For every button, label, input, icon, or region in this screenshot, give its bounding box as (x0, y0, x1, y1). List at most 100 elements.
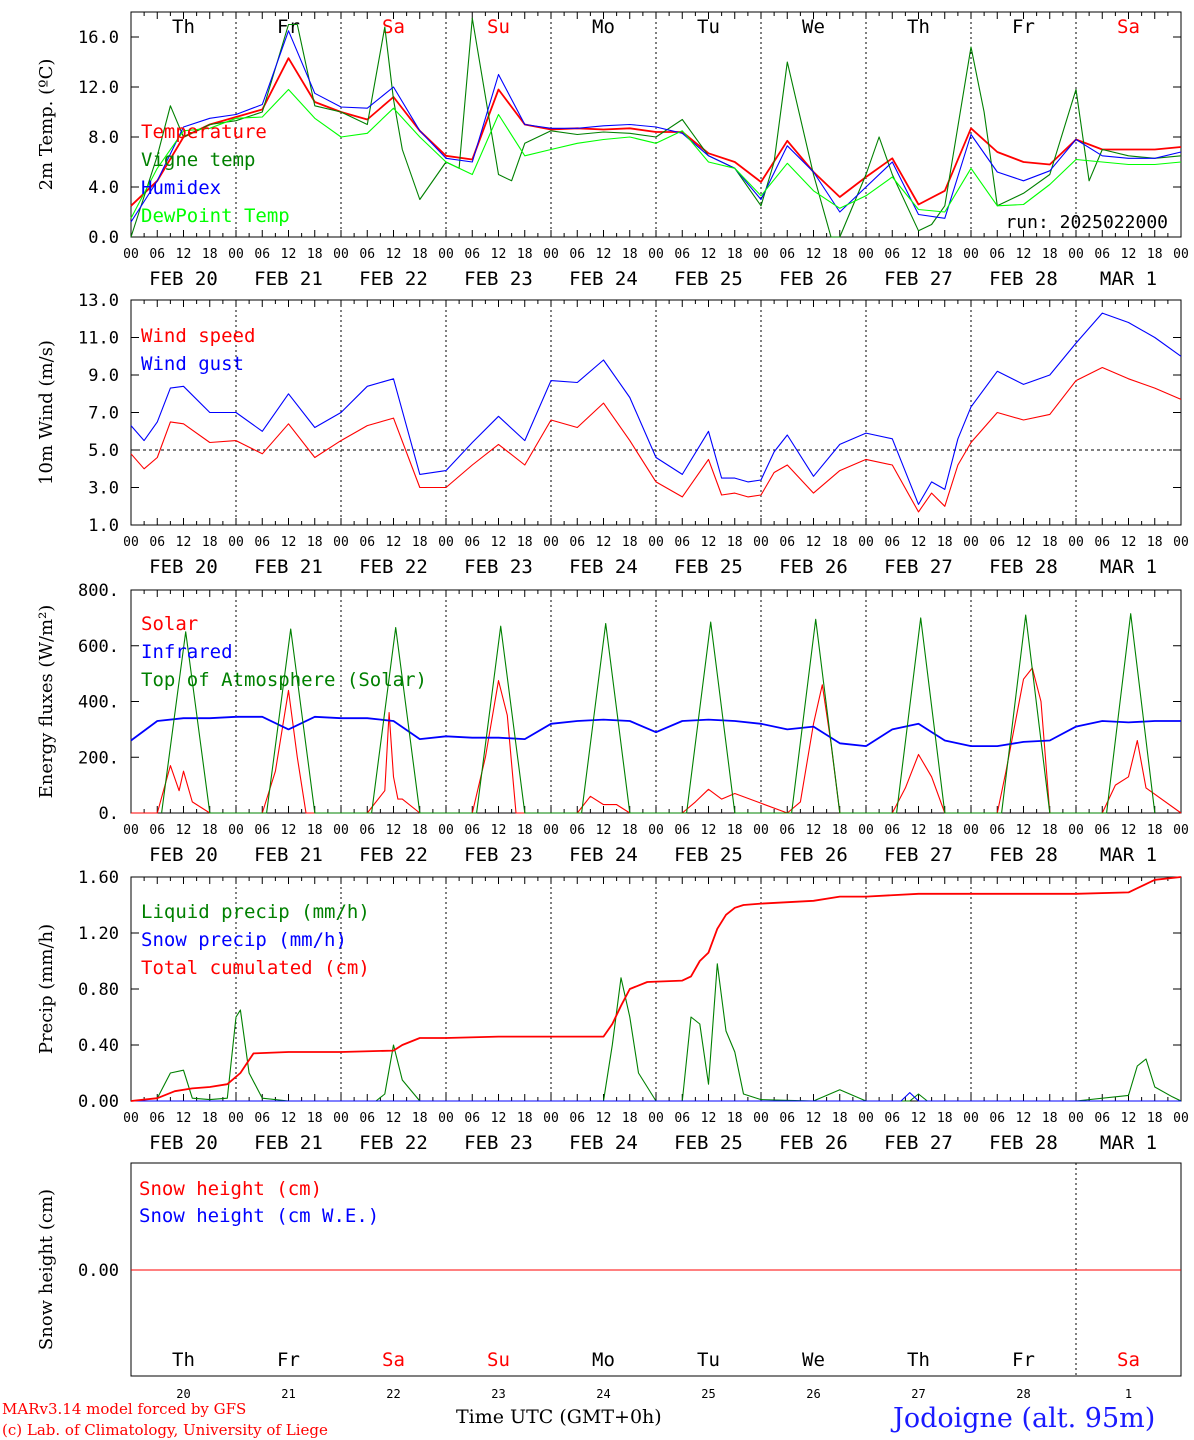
x-date-label: FEB 23 (464, 268, 533, 290)
x-hour-label: 12 (596, 1111, 612, 1126)
y-axis-label: Energy fluxes (W/m²) (36, 605, 57, 799)
x-hour-label: 06 (779, 823, 795, 838)
y-tick-label: 1.20 (78, 924, 119, 944)
x-hour-label: 12 (176, 1111, 192, 1126)
x-hour-label: 00 (753, 823, 769, 838)
y-tick-label: 200. (78, 748, 119, 768)
x-hour-label: 12 (176, 823, 192, 838)
series-line-solar (131, 667, 1182, 814)
x-hour-label: 12 (1016, 1111, 1032, 1126)
series-line-top-of-atmosphere-solar- (161, 613, 1156, 814)
x-date-label: FEB 20 (149, 268, 218, 290)
y-tick-label: 5.0 (88, 441, 119, 461)
x-hour-label: 06 (254, 247, 270, 262)
x-hour-label: 18 (307, 1111, 323, 1126)
x-hour-label: 12 (806, 247, 822, 262)
weekday-label: Th (907, 16, 930, 38)
weekday-label: Th (907, 1349, 930, 1371)
x-hour-label: 06 (254, 1111, 270, 1126)
x-date-label: FEB 25 (674, 556, 743, 578)
x-hour-label: 06 (359, 535, 375, 550)
weekday-label: Mo (592, 16, 615, 38)
x-date-label: FEB 22 (359, 844, 428, 866)
x-hour-label: 12 (491, 823, 507, 838)
x-hour-label: 00 (858, 535, 874, 550)
x-hour-label: 12 (1121, 1111, 1137, 1126)
x-hour-label: 18 (202, 1111, 218, 1126)
x-hour-label: 00 (228, 1111, 244, 1126)
x-hour-label: 00 (228, 535, 244, 550)
weekday-label: Fr (1012, 1349, 1035, 1371)
x-hour-label: 12 (386, 247, 402, 262)
x-date-label: FEB 23 (464, 556, 533, 578)
x-date-label: FEB 28 (989, 844, 1058, 866)
x-hour-label: 06 (464, 247, 480, 262)
weekday-label: Th (172, 1349, 195, 1371)
x-hour-label: 06 (359, 1111, 375, 1126)
x-hour-label: 00 (963, 823, 979, 838)
x-hour-label: 18 (1147, 247, 1163, 262)
weekday-label: Sa (382, 16, 405, 38)
x-date-label: FEB 22 (359, 268, 428, 290)
y-tick-label: 13.0 (78, 291, 119, 311)
x-hour-label: 12 (281, 1111, 297, 1126)
lab-credit: (c) Lab. of Climatology, University of L… (2, 1421, 328, 1439)
x-hour-label: 00 (228, 247, 244, 262)
legend-entry: Humidex (141, 177, 221, 199)
legend-entry: Vigne temp (141, 149, 255, 171)
x-hour-label: 00 (858, 1111, 874, 1126)
x-date-label: FEB 26 (779, 268, 848, 290)
x-hour-label: 12 (281, 535, 297, 550)
x-hour-label: 00 (333, 823, 349, 838)
x-date-label: FEB 22 (359, 1132, 428, 1154)
legend-entry: Total cumulated (cm) (141, 957, 370, 979)
weekday-label: Tu (697, 1349, 720, 1371)
x-date-label: FEB 21 (254, 1132, 323, 1154)
x-hour-label: 12 (806, 535, 822, 550)
x-hour-label: 00 (648, 535, 664, 550)
x-hour-label: 06 (884, 535, 900, 550)
x-hour-label: 00 (648, 247, 664, 262)
x-hour-label: 18 (412, 1111, 428, 1126)
x-hour-label: 00 (123, 823, 139, 838)
legend-entry: DewPoint Temp (141, 205, 290, 227)
y-tick-label: 600. (78, 637, 119, 657)
y-tick-label: 8.0 (88, 128, 119, 148)
x-hour-label: 18 (1042, 247, 1058, 262)
y-tick-label: 11.0 (78, 329, 119, 349)
x-hour-label: 18 (307, 823, 323, 838)
weekday-label: We (802, 1349, 825, 1371)
x-date-label: FEB 27 (884, 1132, 953, 1154)
x-hour-label: 00 (1173, 1111, 1189, 1126)
x-hour-label: 18 (727, 535, 743, 550)
x-hour-label: 06 (1094, 1111, 1110, 1126)
x-date-label: FEB 25 (674, 844, 743, 866)
x-date-label: FEB 25 (674, 1132, 743, 1154)
legend-entry: Liquid precip (mm/h) (141, 901, 370, 923)
x-date-label: MAR 1 (1100, 844, 1157, 866)
x-date-label: FEB 28 (989, 1132, 1058, 1154)
y-tick-label: 800. (78, 581, 119, 601)
x-hour-label: 12 (1121, 247, 1137, 262)
weekday-label: Fr (277, 1349, 300, 1371)
day-number-label: 22 (386, 1387, 400, 1401)
x-hour-label: 18 (937, 247, 953, 262)
x-hour-label: 06 (254, 823, 270, 838)
y-tick-label: 0.40 (78, 1036, 119, 1056)
x-hour-label: 06 (359, 823, 375, 838)
x-date-label: MAR 1 (1100, 268, 1157, 290)
x-hour-label: 18 (1147, 1111, 1163, 1126)
x-hour-label: 12 (1016, 535, 1032, 550)
x-hour-label: 06 (569, 823, 585, 838)
weekday-label: Su (487, 16, 510, 38)
x-hour-label: 00 (123, 247, 139, 262)
x-hour-label: 18 (1042, 1111, 1058, 1126)
x-hour-label: 00 (543, 247, 559, 262)
series-line-wind-gust (130, 312, 1182, 505)
x-hour-label: 18 (307, 535, 323, 550)
x-hour-label: 00 (648, 1111, 664, 1126)
x-hour-label: 12 (176, 535, 192, 550)
day-number-label: 24 (596, 1387, 610, 1401)
legend-entry: Top of Atmosphere (Solar) (141, 669, 427, 691)
